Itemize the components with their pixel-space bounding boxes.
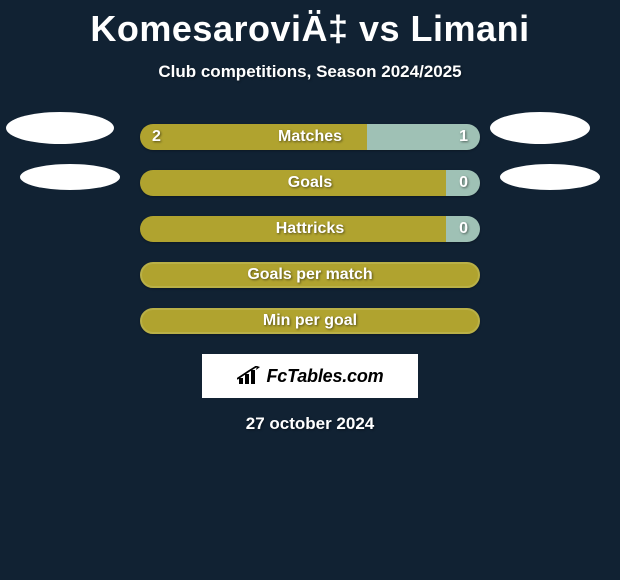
stat-row: Matches21 (0, 124, 620, 150)
stat-row: Hattricks0 (0, 216, 620, 242)
bar-right-segment (367, 124, 480, 150)
player-right-marker (490, 112, 590, 144)
stat-bar (140, 308, 480, 334)
bar-right-segment (446, 170, 480, 196)
page-title: KomesaroviÄ‡ vs Limani (0, 0, 620, 50)
stat-row: Goals per match (0, 262, 620, 288)
stat-row: Min per goal (0, 308, 620, 334)
stat-row: Goals0 (0, 170, 620, 196)
bar-left-segment (140, 170, 446, 196)
subtitle: Club competitions, Season 2024/2025 (0, 62, 620, 82)
stat-bar (140, 216, 480, 242)
stat-bar (140, 124, 480, 150)
player-right-marker (500, 164, 600, 190)
player-left-marker (6, 112, 114, 144)
date-label: 27 october 2024 (0, 414, 620, 434)
stat-bar (140, 170, 480, 196)
comparison-chart: Matches21 Goals0 Hattricks0 Goals per match… (0, 124, 620, 334)
stat-bar (140, 262, 480, 288)
player-left-marker (20, 164, 120, 190)
bars-icon (237, 366, 261, 386)
bar-left-segment (140, 216, 446, 242)
bar-right-segment (446, 216, 480, 242)
logo-box: FcTables.com (202, 354, 418, 398)
logo-text: FcTables.com (267, 366, 384, 387)
bar-left-segment (140, 124, 367, 150)
